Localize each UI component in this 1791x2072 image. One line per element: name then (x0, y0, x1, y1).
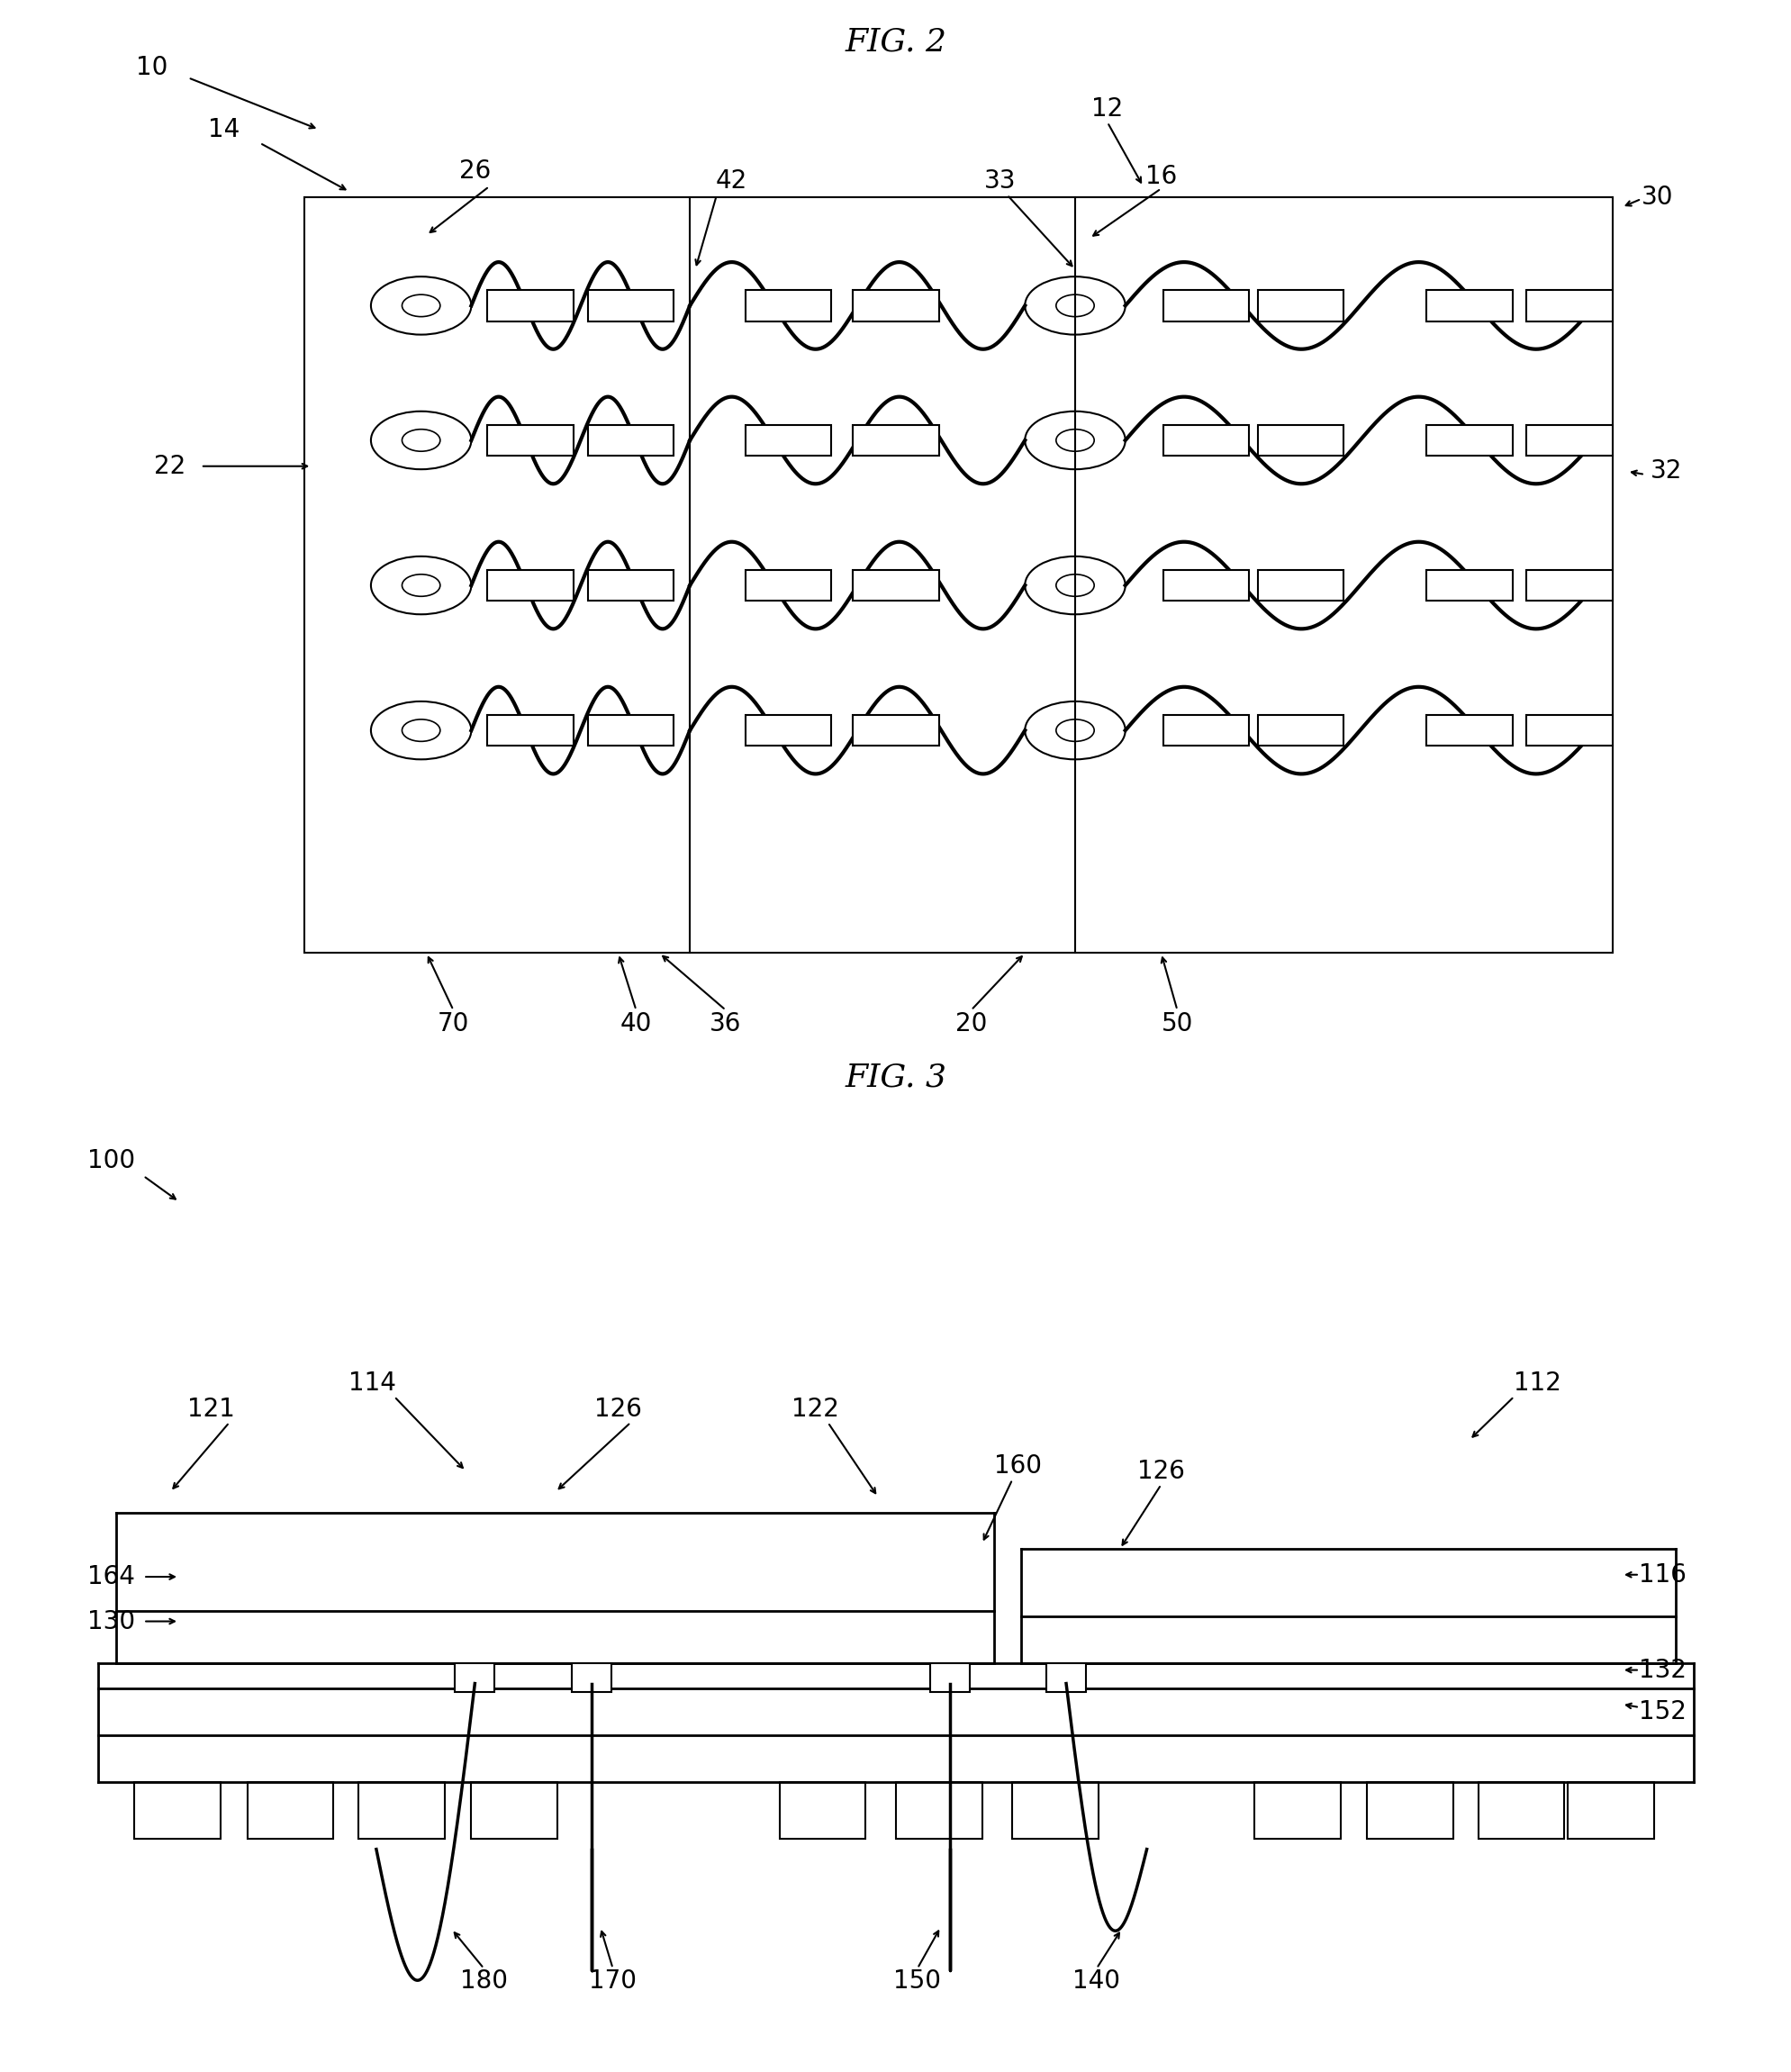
Text: 40: 40 (620, 1011, 652, 1036)
Text: 130: 130 (88, 1608, 134, 1635)
Text: 152: 152 (1639, 1699, 1685, 1724)
Bar (487, 715, 573, 746)
Text: 14: 14 (208, 116, 240, 143)
Bar (1567, 1782, 1653, 1840)
Text: 70: 70 (437, 1011, 469, 1036)
Text: 126: 126 (595, 1397, 641, 1421)
Bar (1162, 425, 1248, 456)
Bar (247, 1782, 333, 1840)
Bar (1426, 715, 1512, 746)
Text: 170: 170 (589, 1968, 636, 1993)
Text: 112: 112 (1513, 1370, 1560, 1397)
Bar (1046, 1662, 1085, 1691)
Bar (745, 715, 831, 746)
Bar (1257, 570, 1343, 601)
Bar (1426, 425, 1512, 456)
Bar (487, 290, 573, 321)
Text: 122: 122 (792, 1397, 838, 1421)
Bar (1526, 425, 1612, 456)
Text: FIG. 3: FIG. 3 (845, 1063, 946, 1092)
Bar (1012, 1782, 1098, 1840)
Text: 121: 121 (188, 1397, 235, 1421)
Text: 116: 116 (1639, 1562, 1685, 1587)
Bar (1526, 290, 1612, 321)
Text: FIG. 2: FIG. 2 (845, 27, 946, 56)
Bar (853, 715, 938, 746)
Bar (1478, 1782, 1564, 1840)
Text: 164: 164 (88, 1564, 134, 1589)
Bar (853, 290, 938, 321)
Bar (587, 570, 673, 601)
Text: 100: 100 (88, 1148, 134, 1173)
Text: 32: 32 (1650, 458, 1682, 485)
Text: 22: 22 (154, 454, 186, 479)
Bar (1257, 290, 1343, 321)
Bar (1162, 290, 1248, 321)
Bar (1526, 715, 1612, 746)
Bar (487, 425, 573, 456)
Bar (1162, 570, 1248, 601)
Bar (571, 1662, 611, 1691)
Text: 36: 36 (709, 1011, 741, 1036)
Bar (930, 1662, 969, 1691)
Bar (745, 290, 831, 321)
Bar (1162, 715, 1248, 746)
Bar (455, 1662, 494, 1691)
Bar (587, 425, 673, 456)
Bar (1426, 290, 1512, 321)
Bar (587, 715, 673, 746)
Bar (134, 1782, 220, 1840)
Text: 42: 42 (715, 168, 747, 195)
Text: 126: 126 (1137, 1459, 1184, 1484)
Bar (304, 197, 1612, 953)
Bar (1257, 425, 1343, 456)
Bar (779, 1782, 865, 1840)
Text: 33: 33 (983, 168, 1015, 195)
Bar (1526, 570, 1612, 601)
Bar (896, 1782, 981, 1840)
Bar (1257, 715, 1343, 746)
Bar (358, 1782, 444, 1840)
Bar (853, 425, 938, 456)
Bar (853, 570, 938, 601)
Bar (1254, 1782, 1340, 1840)
Text: 16: 16 (1144, 164, 1177, 189)
Text: 30: 30 (1641, 184, 1673, 209)
Text: 132: 132 (1639, 1658, 1685, 1682)
Text: 50: 50 (1161, 1011, 1193, 1036)
Bar (587, 290, 673, 321)
Bar (1367, 1782, 1453, 1840)
Text: 140: 140 (1073, 1968, 1119, 1993)
Text: 12: 12 (1091, 95, 1123, 122)
Bar (487, 570, 573, 601)
Text: 114: 114 (349, 1370, 396, 1397)
Text: 160: 160 (994, 1452, 1041, 1479)
Text: 26: 26 (458, 157, 491, 184)
Bar (471, 1782, 557, 1840)
Text: 20: 20 (955, 1011, 987, 1036)
Bar (1426, 570, 1512, 601)
Bar (745, 570, 831, 601)
Bar (745, 425, 831, 456)
Text: 10: 10 (136, 54, 168, 81)
Text: 150: 150 (894, 1968, 940, 1993)
Text: 180: 180 (460, 1968, 507, 1993)
